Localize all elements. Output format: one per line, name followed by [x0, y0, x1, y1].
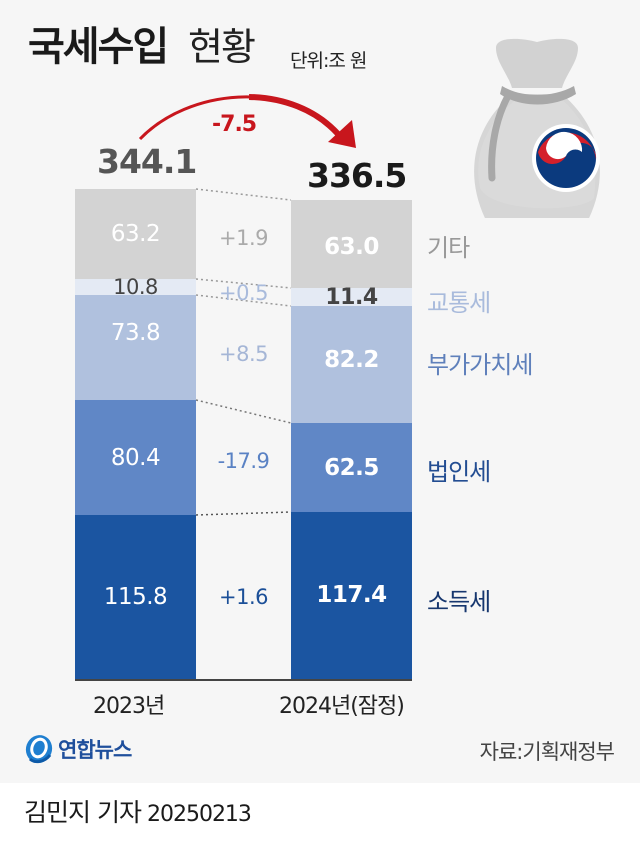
legend-vat: 부가가치세 — [427, 351, 533, 379]
credit-line: 김민지 기자 20250213 — [24, 793, 252, 829]
total-2023: 344.1 — [97, 142, 197, 181]
legend-etc: 기타 — [427, 234, 470, 262]
change-transport: +0.5 — [219, 281, 269, 305]
value-label: 62.5 — [324, 454, 379, 481]
bar-2023-income: 115.8 — [75, 515, 196, 679]
bar-2023-corporate: 80.4 — [75, 400, 196, 515]
value-label: 115.8 — [103, 584, 168, 610]
publish-date: 20250213 — [146, 802, 252, 827]
bar-2024-corporate: 62.5 — [291, 423, 412, 512]
brand-logo: 연합뉴스 — [24, 733, 132, 765]
value-label: 73.8 — [110, 319, 161, 346]
title-main: 국세수입 — [28, 24, 169, 70]
bar-2024-transport: 11.4 — [291, 285, 412, 310]
value-label: 63.2 — [110, 221, 161, 247]
value-label: 11.4 — [325, 284, 378, 310]
total-change-label: -7.5 — [212, 112, 257, 137]
connector-lines — [196, 188, 291, 516]
legend-income: 소득세 — [427, 588, 491, 616]
money-bag-icon — [462, 28, 612, 218]
reporter-name: 김민지 기자 — [24, 798, 142, 827]
value-label: 80.4 — [110, 444, 161, 471]
change-corporate: -17.9 — [217, 449, 270, 473]
bar-2023-etc: 63.2 — [75, 189, 196, 279]
x-label-2024: 2024년(잠정) — [279, 694, 405, 719]
bar-2023-vat: 73.8 — [75, 295, 196, 400]
bar-2024-vat: 82.2 — [291, 306, 412, 423]
bar-2024-etc: 63.0 — [291, 200, 412, 288]
bar-2023-transport: 10.8 — [75, 275, 196, 299]
value-label: 117.4 — [316, 581, 387, 608]
source-label: 자료:기획재정부 — [479, 740, 615, 764]
value-label: 63.0 — [324, 234, 379, 260]
change-income: +1.6 — [219, 585, 269, 609]
change-arrow-icon — [138, 84, 368, 164]
x-axis-line — [75, 679, 412, 681]
change-etc: +1.9 — [219, 226, 269, 250]
total-2024: 336.5 — [307, 156, 407, 195]
change-vat: +8.5 — [219, 342, 269, 366]
brand-name: 연합뉴스 — [58, 738, 132, 762]
bar-2024-income: 117.4 — [291, 512, 412, 679]
legend-transport: 교통세 — [427, 289, 491, 317]
x-label-2023: 2023년 — [93, 694, 165, 719]
legend-corporate: 법인세 — [427, 458, 491, 486]
yonhap-logo-icon — [25, 735, 53, 764]
title-sub: 현황 — [188, 25, 256, 69]
value-label: 82.2 — [324, 346, 379, 373]
unit-label: 단위:조 원 — [290, 50, 367, 72]
